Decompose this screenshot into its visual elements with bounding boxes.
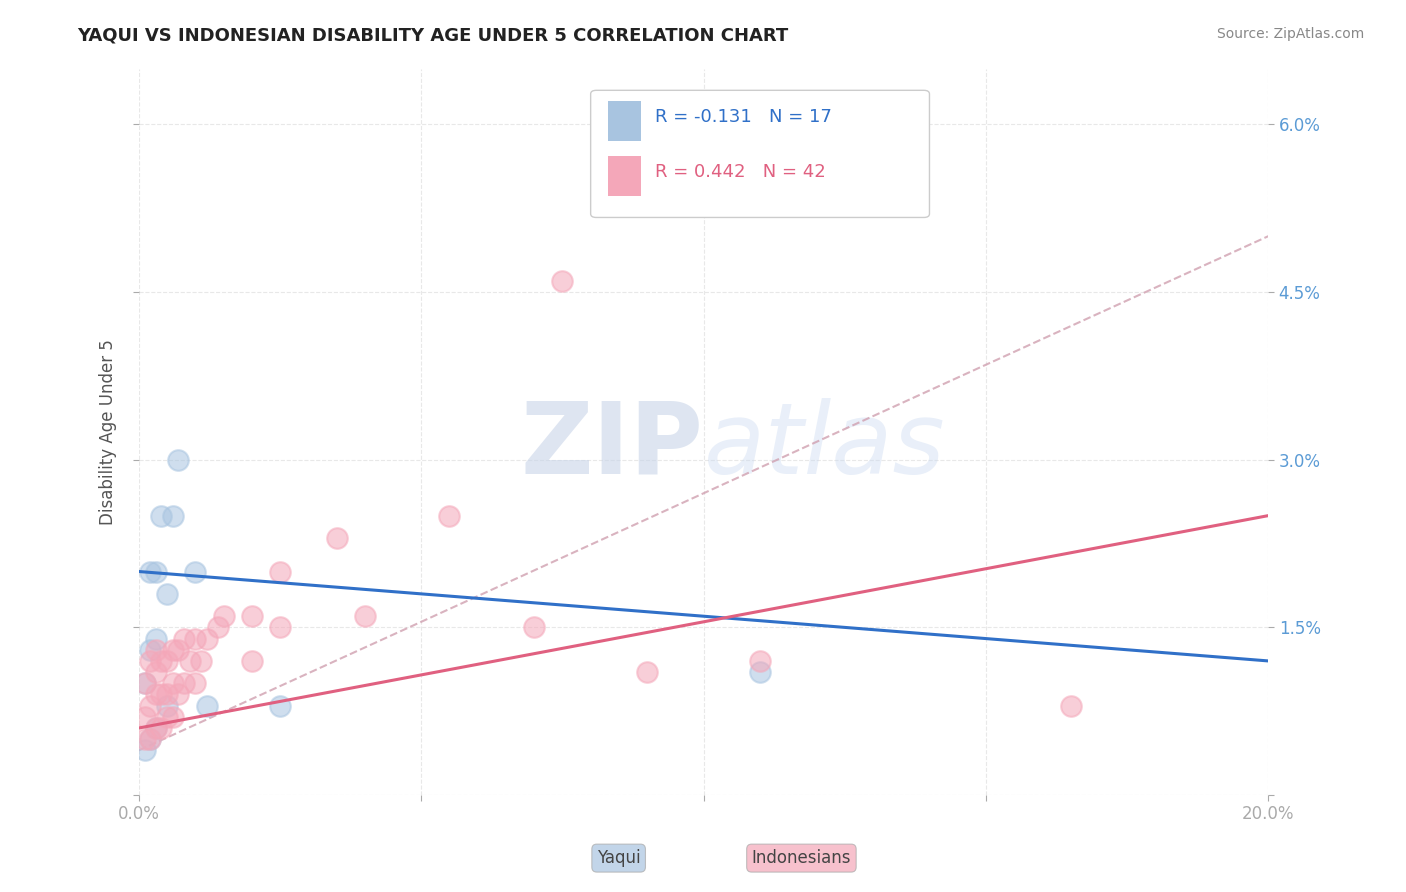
Point [173,632,195,646]
Point [139,565,162,579]
Point [156,688,179,702]
Point [134,732,156,747]
Point [145,721,167,735]
Point [240,654,263,668]
Point [162,642,184,657]
Point [139,732,162,747]
Point [551,274,574,288]
Point [184,676,207,690]
Point [269,620,291,634]
Point [134,676,156,690]
Point [269,565,291,579]
Point [150,721,173,735]
Point [439,508,461,523]
Point [173,676,195,690]
Text: Indonesians: Indonesians [752,849,851,867]
Point [139,642,162,657]
Point [162,508,184,523]
Point [269,698,291,713]
Text: atlas: atlas [703,398,945,495]
Point [134,676,156,690]
Point [240,609,263,624]
Point [167,452,190,467]
Point [353,609,375,624]
Text: R = 0.442   N = 42: R = 0.442 N = 42 [655,163,825,181]
Point [145,688,167,702]
Point [139,732,162,747]
Y-axis label: Disability Age Under 5: Disability Age Under 5 [100,339,117,524]
Point [195,698,218,713]
Bar [607,101,641,141]
Point [162,710,184,724]
Bar [607,156,641,195]
Point [156,587,179,601]
Point [156,698,179,713]
Point [145,632,167,646]
Point [134,710,156,724]
Point [212,609,235,624]
FancyBboxPatch shape [591,90,929,218]
Point [167,688,190,702]
Point [1059,698,1081,713]
Text: Yaqui: Yaqui [596,849,641,867]
Point [749,665,772,679]
Point [145,721,167,735]
Point [162,676,184,690]
Point [749,654,772,668]
Point [179,654,201,668]
Text: YAQUI VS INDONESIAN DISABILITY AGE UNDER 5 CORRELATION CHART: YAQUI VS INDONESIAN DISABILITY AGE UNDER… [77,27,789,45]
Point [150,508,173,523]
Point [134,743,156,757]
Point [150,688,173,702]
Point [636,665,658,679]
Text: ZIP: ZIP [520,398,703,495]
Point [184,632,207,646]
Point [195,632,218,646]
Point [145,665,167,679]
Point [150,654,173,668]
Point [139,654,162,668]
Point [184,565,207,579]
Point [145,642,167,657]
Point [156,710,179,724]
Point [325,531,347,545]
Point [145,565,167,579]
Point [523,620,546,634]
Point [156,654,179,668]
Point [139,698,162,713]
Text: Source: ZipAtlas.com: Source: ZipAtlas.com [1216,27,1364,41]
Point [190,654,212,668]
Point [167,642,190,657]
Point [207,620,229,634]
Text: R = -0.131   N = 17: R = -0.131 N = 17 [655,108,832,126]
